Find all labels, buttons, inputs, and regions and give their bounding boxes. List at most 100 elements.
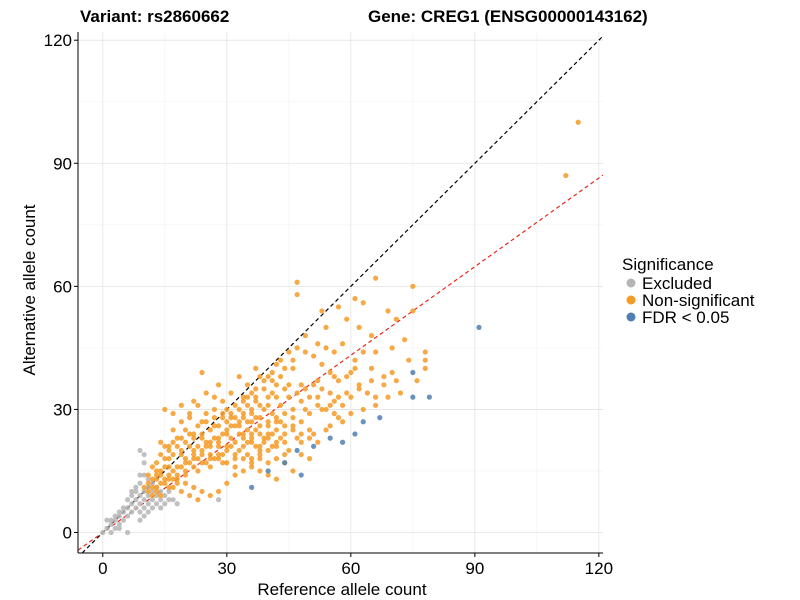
- point-excluded: [104, 517, 110, 523]
- point-non-significant: [207, 456, 213, 462]
- point-non-significant: [373, 275, 379, 281]
- chart-title-gene: Gene: CREG1 (ENSG00000143162): [368, 7, 648, 26]
- point-non-significant: [191, 451, 197, 458]
- point-non-significant: [211, 394, 218, 400]
- point-non-significant: [327, 423, 333, 429]
- point-non-significant: [174, 443, 180, 449]
- point-non-significant: [249, 460, 255, 466]
- point-non-significant: [199, 419, 205, 425]
- point-non-significant: [249, 464, 255, 470]
- point-non-significant: [211, 423, 218, 429]
- point-non-significant: [348, 410, 354, 417]
- point-non-significant: [170, 439, 176, 445]
- point-non-significant: [170, 468, 176, 474]
- point-non-significant: [249, 406, 255, 413]
- point-excluded: [116, 513, 122, 519]
- point-fdr: [360, 419, 366, 425]
- point-non-significant: [153, 460, 160, 466]
- point-non-significant: [236, 406, 242, 413]
- point-non-significant: [224, 447, 230, 454]
- point-excluded: [133, 488, 139, 495]
- point-non-significant: [224, 427, 230, 433]
- point-non-significant: [323, 427, 329, 433]
- point-non-significant: [282, 365, 288, 371]
- point-non-significant: [397, 390, 404, 396]
- point-non-significant: [352, 357, 358, 363]
- point-non-significant: [224, 419, 230, 425]
- point-non-significant: [145, 472, 151, 478]
- point-non-significant: [240, 435, 246, 441]
- point-non-significant: [220, 451, 226, 458]
- point-non-significant: [207, 464, 213, 470]
- point-excluded: [149, 505, 156, 511]
- point-non-significant: [298, 431, 304, 437]
- point-non-significant: [290, 357, 296, 363]
- point-non-significant: [170, 451, 176, 458]
- point-non-significant: [331, 349, 337, 355]
- y-tick-label: 0: [63, 523, 72, 542]
- point-non-significant: [273, 476, 280, 482]
- point-non-significant: [273, 415, 280, 421]
- point-non-significant: [178, 447, 184, 454]
- point-fdr: [294, 447, 300, 454]
- point-non-significant: [352, 296, 358, 302]
- point-non-significant: [323, 406, 329, 413]
- point-non-significant: [236, 431, 242, 437]
- point-non-significant: [269, 369, 275, 376]
- point-excluded: [108, 517, 114, 523]
- point-non-significant: [265, 472, 271, 478]
- point-excluded: [145, 476, 151, 482]
- point-fdr: [311, 443, 317, 449]
- point-non-significant: [269, 378, 275, 384]
- point-fdr: [426, 394, 432, 400]
- point-non-significant: [191, 447, 197, 454]
- point-excluded: [125, 505, 131, 511]
- point-non-significant: [257, 402, 263, 408]
- point-non-significant: [286, 394, 292, 400]
- point-non-significant: [277, 435, 284, 441]
- point-excluded: [149, 488, 156, 495]
- point-non-significant: [261, 406, 267, 413]
- point-non-significant: [240, 394, 246, 400]
- point-excluded: [141, 497, 147, 503]
- point-excluded: [162, 492, 168, 499]
- point-non-significant: [249, 410, 255, 417]
- y-axis-title: Alternative allele count: [20, 204, 39, 375]
- point-non-significant: [327, 402, 333, 408]
- point-non-significant: [298, 439, 304, 445]
- point-non-significant: [244, 402, 251, 408]
- point-non-significant: [410, 283, 416, 289]
- point-non-significant: [232, 439, 238, 445]
- point-non-significant: [277, 402, 284, 408]
- point-non-significant: [244, 419, 251, 425]
- point-non-significant: [339, 402, 346, 408]
- point-non-significant: [178, 419, 184, 425]
- point-non-significant: [290, 468, 296, 474]
- point-non-significant: [224, 443, 230, 449]
- point-non-significant: [315, 341, 321, 347]
- point-non-significant: [174, 464, 180, 470]
- x-axis-title: Reference allele count: [257, 580, 426, 599]
- y-tick-label: 120: [44, 31, 72, 50]
- legend-label-non-significant: Non-significant: [642, 291, 755, 310]
- point-non-significant: [327, 369, 333, 376]
- point-non-significant: [228, 415, 234, 421]
- point-non-significant: [215, 435, 222, 441]
- point-non-significant: [364, 390, 370, 396]
- point-non-significant: [368, 332, 375, 339]
- point-non-significant: [240, 410, 246, 417]
- point-non-significant: [385, 394, 391, 400]
- point-non-significant: [199, 431, 205, 437]
- point-non-significant: [253, 398, 259, 404]
- point-non-significant: [360, 349, 366, 355]
- point-non-significant: [257, 415, 263, 421]
- point-non-significant: [265, 423, 271, 429]
- point-excluded: [112, 517, 118, 523]
- point-non-significant: [249, 435, 255, 441]
- point-non-significant: [265, 460, 271, 466]
- point-non-significant: [319, 386, 325, 392]
- point-non-significant: [273, 382, 280, 388]
- point-non-significant: [253, 427, 259, 433]
- point-non-significant: [306, 456, 313, 462]
